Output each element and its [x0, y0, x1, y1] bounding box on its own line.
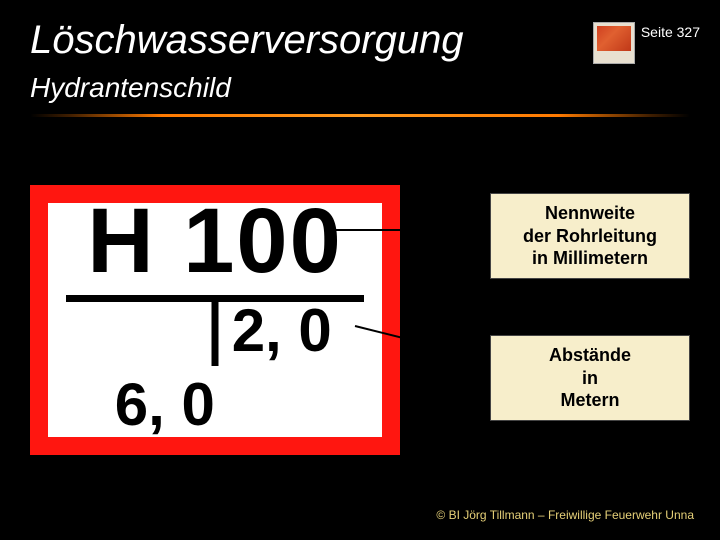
callout-text: Abstände — [505, 344, 675, 367]
copyright: © BI Jörg Tillmann – Freiwillige Feuerwe… — [436, 508, 694, 522]
callout-text: Metern — [505, 389, 675, 412]
sign-right-value: 2, 0 — [232, 301, 332, 361]
hydrant-sign: H 100 2, 0 6, 0 — [30, 185, 400, 455]
page-title: Löschwasserversorgung — [30, 18, 593, 63]
callout-nominal-width: Nennweite der Rohrleitung in Millimetern — [490, 193, 690, 279]
callout-text: in — [505, 367, 675, 390]
sign-bottom-value: 6, 0 — [115, 375, 215, 435]
page-number: Seite 327 — [641, 24, 700, 40]
sign-vertical-bar — [212, 302, 219, 366]
callout-text: der Rohrleitung — [505, 225, 675, 248]
divider — [30, 114, 690, 117]
header: Löschwasserversorgung Seite 327 — [0, 0, 720, 64]
connector-line — [330, 229, 490, 231]
callout-text: Nennweite — [505, 202, 675, 225]
callout-text: in Millimetern — [505, 247, 675, 270]
sign-top-line: H 100 — [48, 195, 382, 287]
logo-area: Seite 327 — [593, 22, 700, 64]
subtitle: Hydrantenschild — [0, 64, 720, 104]
callout-distance: Abstände in Metern — [490, 335, 690, 421]
logo-icon — [593, 22, 635, 64]
